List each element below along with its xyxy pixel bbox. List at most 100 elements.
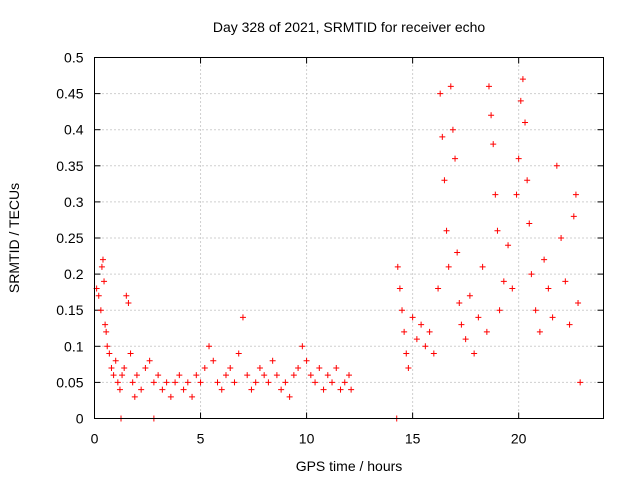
data-point bbox=[443, 227, 450, 234]
data-point bbox=[399, 307, 406, 314]
data-point bbox=[524, 177, 531, 184]
data-point bbox=[413, 336, 420, 343]
data-point bbox=[303, 357, 310, 364]
data-point bbox=[104, 343, 111, 350]
data-point bbox=[483, 328, 490, 335]
data-point bbox=[103, 328, 110, 335]
data-point bbox=[458, 321, 465, 328]
data-point bbox=[307, 372, 314, 379]
data-point bbox=[189, 393, 196, 400]
data-point bbox=[346, 372, 352, 379]
data-point bbox=[172, 379, 179, 386]
data-point bbox=[403, 350, 410, 357]
data-point bbox=[131, 393, 138, 400]
tick-labels: 0 0.05 0.1 0.15 0.2 0.25 0.3 0.35 0.4 0.45 0.5 0 5 10… bbox=[56, 50, 526, 447]
data-point bbox=[562, 278, 569, 285]
data-point bbox=[193, 372, 200, 379]
data-point bbox=[526, 220, 533, 227]
y-tick-label: 0.45 bbox=[56, 86, 83, 102]
data-point bbox=[466, 292, 473, 299]
data-point bbox=[163, 379, 170, 386]
data-point bbox=[235, 350, 242, 357]
data-point bbox=[252, 379, 259, 386]
data-point bbox=[329, 379, 336, 386]
data-point bbox=[462, 336, 469, 343]
data-point bbox=[437, 90, 444, 97]
x-tick-label: 20 bbox=[511, 431, 527, 447]
data-point bbox=[167, 393, 174, 400]
data-point bbox=[316, 364, 323, 371]
data-point bbox=[184, 379, 191, 386]
y-tick-label: 0.5 bbox=[64, 50, 84, 66]
data-point bbox=[513, 191, 520, 198]
x-tick-label: 15 bbox=[405, 431, 421, 447]
data-point bbox=[337, 386, 344, 393]
data-point bbox=[348, 386, 355, 393]
x-axis-title: GPS time / hours bbox=[296, 458, 403, 474]
data-point bbox=[490, 141, 497, 148]
data-point bbox=[439, 133, 446, 140]
y-tick-label: 0.15 bbox=[56, 302, 83, 318]
data-point bbox=[500, 278, 507, 285]
data-point bbox=[536, 328, 543, 335]
data-point bbox=[409, 314, 416, 321]
data-point bbox=[492, 191, 499, 198]
data-point bbox=[396, 285, 403, 292]
y-axis-title: SRMTID / TECUs bbox=[6, 183, 22, 293]
data-point bbox=[150, 379, 157, 386]
data-point bbox=[532, 307, 539, 314]
y-tick-label: 0.35 bbox=[56, 158, 83, 174]
data-point bbox=[210, 357, 217, 364]
data-point bbox=[570, 213, 577, 220]
y-tick-label: 0.25 bbox=[56, 230, 83, 246]
data-point bbox=[494, 227, 501, 234]
data-point bbox=[278, 386, 285, 393]
data-point bbox=[218, 386, 225, 393]
data-point bbox=[142, 364, 149, 371]
data-point bbox=[541, 256, 548, 263]
data-point bbox=[95, 292, 102, 299]
data-point bbox=[445, 263, 452, 270]
chart-title: Day 328 of 2021, SRMTID for receiver ech… bbox=[213, 19, 486, 35]
data-point bbox=[577, 379, 584, 386]
data-point bbox=[106, 350, 113, 357]
data-point bbox=[496, 307, 503, 314]
data-point bbox=[517, 97, 524, 104]
data-point bbox=[519, 76, 526, 83]
data-point bbox=[146, 357, 153, 364]
data-point bbox=[572, 191, 579, 198]
data-point bbox=[248, 386, 255, 393]
data-point bbox=[231, 379, 238, 386]
data-point bbox=[422, 343, 429, 350]
data-point bbox=[97, 307, 104, 314]
data-point bbox=[405, 364, 412, 371]
data-point bbox=[129, 379, 136, 386]
x-tick-label: 5 bbox=[197, 431, 205, 447]
data-point bbox=[505, 242, 512, 249]
data-point bbox=[101, 278, 108, 285]
data-point bbox=[159, 386, 166, 393]
data-point bbox=[119, 372, 126, 379]
data-point bbox=[176, 372, 183, 379]
data-point bbox=[454, 249, 461, 256]
plot-frame bbox=[94, 57, 604, 419]
y-tick-label: 0 bbox=[76, 411, 84, 427]
data-point bbox=[256, 364, 263, 371]
data-point bbox=[441, 177, 448, 184]
data-point bbox=[116, 386, 123, 393]
y-tick-label: 0.05 bbox=[56, 374, 83, 390]
data-point bbox=[114, 379, 121, 386]
data-point bbox=[112, 357, 119, 364]
data-point bbox=[286, 393, 293, 400]
data-points bbox=[93, 76, 584, 422]
data-point bbox=[239, 314, 246, 321]
data-point bbox=[206, 343, 213, 350]
data-point bbox=[320, 386, 327, 393]
data-point bbox=[290, 372, 297, 379]
y-tick-label: 0.2 bbox=[64, 266, 84, 282]
data-point bbox=[401, 328, 408, 335]
data-point bbox=[435, 285, 442, 292]
data-point bbox=[121, 364, 128, 371]
data-point bbox=[261, 372, 268, 379]
